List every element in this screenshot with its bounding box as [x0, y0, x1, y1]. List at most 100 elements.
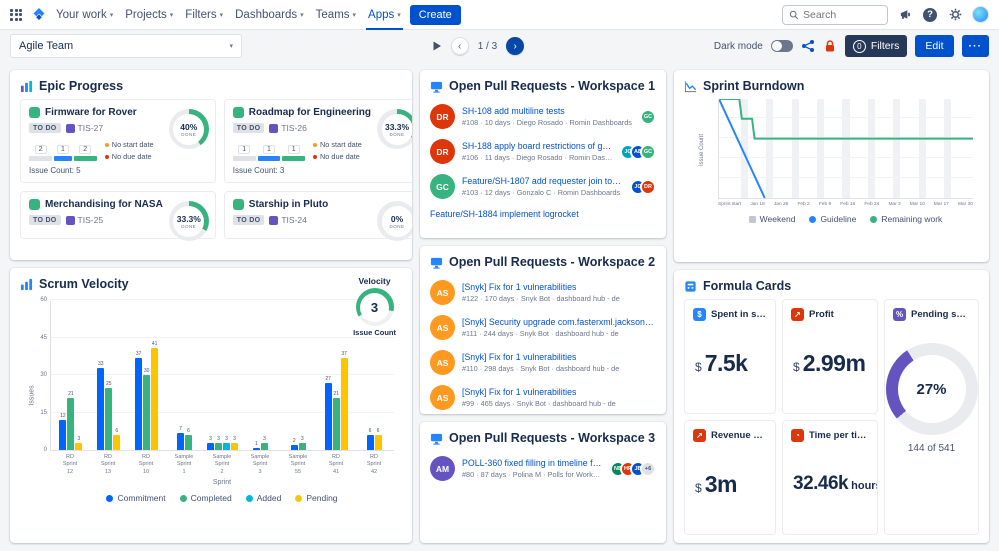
announcement-icon[interactable] [897, 7, 913, 23]
search-box[interactable] [782, 4, 888, 25]
pr-title-link[interactable]: [Snyk] Fix for 1 vulnerabilities [462, 387, 577, 397]
pr-title-link[interactable]: Feature/SH-1807 add requester join to th… [462, 176, 623, 186]
epic-icon [269, 123, 279, 133]
card-title: Open Pull Requests - Workspace 1 [449, 79, 656, 93]
epic-color-icon [232, 107, 244, 118]
x-tick-label: RD Sprint 41 [328, 454, 344, 475]
epic-key-link[interactable]: TIS-26 [269, 123, 307, 133]
date-note: No due date [104, 152, 163, 161]
play-button[interactable] [432, 41, 442, 51]
bar [151, 347, 159, 450]
more-options-button[interactable]: ··· [961, 35, 989, 57]
nav-projects[interactable]: Projects ▾ [125, 0, 173, 30]
epic-key-text: TIS-26 [281, 123, 307, 133]
bar-value-label: 21 [333, 390, 339, 397]
epic-card[interactable]: Merchandising for NASA TO DO TIS-25 33.3% DO… [20, 191, 216, 241]
gridline [719, 177, 973, 178]
nav-teams[interactable]: Teams ▾ [316, 0, 356, 30]
share-icon[interactable] [801, 39, 815, 53]
nav-your-work[interactable]: Your work ▾ [56, 0, 113, 30]
nav-apps[interactable]: Apps ▾ [366, 0, 403, 30]
epic-key-link[interactable]: TIS-24 [269, 215, 307, 225]
bar-value-label: 6 [368, 428, 372, 434]
pr-title-link[interactable]: [Snyk] Fix for 1 vulnerabilities [462, 352, 577, 362]
segment-bar [73, 156, 97, 161]
epic-card[interactable]: Firmware for Rover TO DO TIS-27 40% DONE 2 1 2 N… [20, 99, 216, 183]
filters-count-badge: 0 [852, 39, 866, 53]
bar-value-label: 30 [143, 368, 150, 374]
x-tick-label: Mar 17 [933, 202, 949, 207]
epic-progress-card: Epic Progress Firmware for Rover TO DO TIS… [10, 70, 412, 260]
create-button[interactable]: Create [409, 4, 461, 25]
weekend-band [842, 99, 850, 198]
chevron-down-icon: ▾ [229, 43, 233, 50]
pull-request-row[interactable]: Feature/SH-1884 implement logrocket [430, 204, 656, 224]
legend-label: Pending [306, 493, 338, 504]
dark-mode-label: Dark mode [713, 40, 763, 52]
prev-page-button[interactable]: ‹ [450, 37, 469, 55]
time-icon: ◔ [791, 429, 804, 442]
epic-card[interactable]: Starship in Pluto TO DO TIS-24 0% DONE [223, 191, 412, 241]
filters-button[interactable]: 0 Filters [844, 35, 908, 57]
pr-title-link[interactable]: POLL-360 fixed filling in timeline for s… [462, 458, 603, 468]
burndown-y-axis-label: Issue Count [699, 133, 706, 166]
bar-group: 33 25 6 [91, 361, 127, 450]
help-icon[interactable]: ? [922, 7, 938, 23]
next-page-button[interactable]: › [506, 37, 525, 55]
app-switcher-icon[interactable] [10, 8, 22, 21]
dashboard-select[interactable]: Agile Team ▾ [10, 34, 242, 58]
pull-request-row[interactable]: DR SH-188 apply board restrictions of gad… [430, 134, 656, 169]
formula-grid: $ Spent in support $7.5k ↗ Profit $2.99m% Pend… [684, 299, 979, 535]
segment-bar [232, 156, 256, 161]
date-note: No start date [104, 140, 163, 149]
x-tick-label: RD Sprint 12 [62, 454, 78, 475]
search-input[interactable] [803, 8, 881, 21]
chevron-down-icon: ▾ [397, 11, 401, 19]
jira-logo[interactable] [31, 7, 47, 23]
dashboard-toolbar: Agile Team ▾ ‹ 1 / 3 › Dark mode 0 Filte… [0, 30, 999, 62]
nav-dashboards[interactable]: Dashboards ▾ [235, 0, 304, 30]
formula-card-title: Spent in support [711, 309, 767, 320]
bar [67, 397, 75, 450]
nav-filters[interactable]: Filters ▾ [185, 0, 223, 30]
pull-request-row[interactable]: AS [Snyk] Fix for 1 vulnerabilities #122 ·… [430, 275, 656, 310]
velocity-widget: Velocity 3 Issue Count [353, 276, 396, 337]
lock-icon[interactable] [823, 39, 837, 53]
epic-progress-ring: 0% DONE [377, 201, 412, 241]
pull-request-row[interactable]: AM POLL-360 fixed filling in timeline for… [430, 451, 656, 486]
y-tick-label: 0 [43, 447, 47, 453]
pr-title-link[interactable]: SH-188 apply board restrictions of gadge… [462, 141, 613, 151]
epic-issue-count: Issue Count: 3 [232, 166, 285, 175]
bar [143, 375, 151, 450]
bar [185, 435, 193, 450]
segment-count: 1 [287, 145, 300, 154]
epic-key-link[interactable]: TIS-27 [65, 123, 103, 133]
profit-icon: ↗ [791, 308, 804, 321]
pr-title-link[interactable]: Feature/SH-1884 implement logrocket [430, 209, 579, 219]
bar-group: 37 30 41 [129, 341, 165, 450]
epic-key-link[interactable]: TIS-25 [65, 215, 103, 225]
pull-request-row[interactable]: AS [Snyk] Security upgrade com.fasterxml.… [430, 310, 656, 345]
epic-progress-ring: 33.3% DONE [168, 201, 209, 241]
pr-title-link[interactable]: [Snyk] Security upgrade com.fasterxml.ja… [462, 317, 656, 327]
edit-button[interactable]: Edit [915, 35, 954, 57]
bar-value-label: 12 [60, 413, 66, 419]
pull-request-row[interactable]: AS [Snyk] Fix for 1 vulnerabilities #110 ·… [430, 345, 656, 380]
pr-title-link[interactable]: [Snyk] Fix for 1 vulnerabilities [462, 282, 577, 292]
segment-bar [257, 156, 281, 161]
pull-request-row[interactable]: GC Feature/SH-1807 add requester join to … [430, 169, 656, 204]
pr-meta: #108 · 10 days · Diego Rosado · Romin Da… [462, 118, 632, 127]
reviewer-avatars: GC [640, 108, 656, 125]
epic-card[interactable]: Roadmap for Engineering TO DO TIS-26 33.3% D… [223, 99, 412, 183]
formula-card: % Pending suppo... 27% 144 of 541 [884, 299, 979, 535]
dark-mode-toggle[interactable] [770, 40, 793, 52]
pull-request-row[interactable]: AS [Snyk] Fix for 1 vulnerabilities #99 · … [430, 380, 656, 414]
pull-request-row[interactable]: DR SH-108 add multiline tests #108 · 10 da… [430, 99, 656, 134]
bar-value-label: 6 [115, 428, 119, 434]
formula-value: 3m [704, 470, 738, 497]
legend-item: Added [245, 493, 281, 503]
epic-title: Merchandising for NASA [45, 199, 163, 210]
settings-icon[interactable] [947, 7, 963, 23]
pr-title-link[interactable]: SH-108 add multiline tests [462, 106, 565, 116]
user-avatar[interactable] [972, 6, 989, 23]
